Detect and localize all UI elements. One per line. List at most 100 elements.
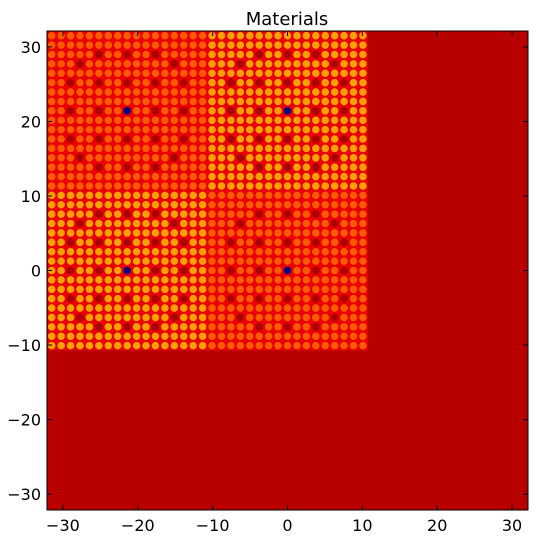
fuel-pin (189, 314, 197, 322)
fuel-pin (48, 295, 56, 303)
fuel-pin (67, 304, 75, 312)
fuel-pin (123, 88, 131, 96)
fuel-pin (57, 154, 65, 162)
guide-tube-pin (180, 295, 188, 303)
fuel-pin (265, 323, 273, 331)
fuel-pin (76, 323, 84, 331)
fuel-pin (340, 163, 348, 171)
fuel-pin (303, 304, 311, 312)
fuel-pin (67, 257, 75, 265)
guide-tube-pin (76, 220, 84, 228)
fuel-pin (321, 276, 329, 284)
fuel-pin (180, 116, 188, 124)
fuel-pin (67, 173, 75, 181)
fuel-pin (142, 257, 150, 265)
fuel-pin (189, 239, 197, 247)
fuel-pin (133, 304, 141, 312)
fuel-pin (218, 107, 226, 115)
fuel-pin (274, 173, 282, 181)
fuel-pin (133, 314, 141, 322)
fuel-pin (274, 210, 282, 218)
fuel-pin (142, 41, 150, 49)
fuel-pin (95, 286, 103, 294)
fuel-pin (340, 248, 348, 256)
guide-tube-pin (67, 107, 75, 115)
fuel-pin (255, 60, 263, 68)
fuel-pin (340, 69, 348, 77)
fuel-pin (303, 182, 311, 190)
guide-tube-pin (123, 163, 131, 171)
y-tick-label: 20 (21, 112, 41, 131)
guide-tube-pin (123, 79, 131, 87)
fuel-pin (350, 154, 358, 162)
fuel-pin (359, 210, 367, 218)
fuel-pin (274, 126, 282, 134)
fuel-pin (105, 145, 113, 153)
fuel-pin (265, 276, 273, 284)
fuel-pin (199, 173, 207, 181)
fuel-pin (340, 201, 348, 209)
fuel-pin (57, 98, 65, 106)
fuel-pin (76, 342, 84, 350)
fuel-pin (246, 135, 254, 143)
fuel-pin (114, 267, 122, 275)
fuel-pin (105, 154, 113, 162)
fuel-pin (237, 267, 245, 275)
guide-tube-pin (312, 295, 320, 303)
fuel-pin (350, 323, 358, 331)
fuel-pin (237, 304, 245, 312)
fuel-pin (255, 286, 263, 294)
fuel-pin (274, 41, 282, 49)
fuel-pin (208, 239, 216, 247)
fuel-pin (161, 154, 169, 162)
fuel-pin (114, 342, 122, 350)
fuel-pin (199, 210, 207, 218)
x-tick-label: 10 (352, 516, 372, 535)
fuel-pin (237, 332, 245, 340)
fuel-pin (95, 332, 103, 340)
guide-tube-pin (284, 239, 292, 247)
fuel-pin (152, 126, 160, 134)
fuel-pin (265, 51, 273, 59)
fuel-pin (312, 342, 320, 350)
fuel-pin (189, 173, 197, 181)
guide-tube-pin (67, 239, 75, 247)
fuel-pin (180, 332, 188, 340)
fuel-pin (189, 116, 197, 124)
fuel-pin (57, 79, 65, 87)
fuel-pin (274, 182, 282, 190)
fuel-pin (57, 51, 65, 59)
fuel-pin (105, 314, 113, 322)
fuel-pin (255, 32, 263, 40)
fuel-pin (86, 314, 94, 322)
fuel-pin (321, 116, 329, 124)
fuel-pin (133, 173, 141, 181)
fuel-pin (246, 107, 254, 115)
fuel-pin (359, 135, 367, 143)
fuel-pin (359, 145, 367, 153)
fuel-pin (255, 173, 263, 181)
fuel-pin (227, 342, 235, 350)
fuel-pin (274, 276, 282, 284)
fuel-pin (86, 220, 94, 228)
fuel-pin (86, 145, 94, 153)
fuel-pin (48, 248, 56, 256)
fuel-pin (189, 135, 197, 143)
fuel-pin (161, 88, 169, 96)
fuel-pin (246, 201, 254, 209)
fuel-pin (227, 257, 235, 265)
fuel-pin (171, 304, 179, 312)
fuel-pin (293, 32, 301, 40)
fuel-pin (86, 342, 94, 350)
fuel-pin (359, 267, 367, 275)
fuel-pin (133, 32, 141, 40)
fuel-pin (114, 69, 122, 77)
fuel-pin (227, 145, 235, 153)
fuel-pin (321, 32, 329, 40)
fuel-pin (152, 41, 160, 49)
fuel-pin (208, 116, 216, 124)
fuel-pin (105, 126, 113, 134)
fuel-pin (255, 342, 263, 350)
fuel-pin (86, 69, 94, 77)
fuel-pin (199, 267, 207, 275)
